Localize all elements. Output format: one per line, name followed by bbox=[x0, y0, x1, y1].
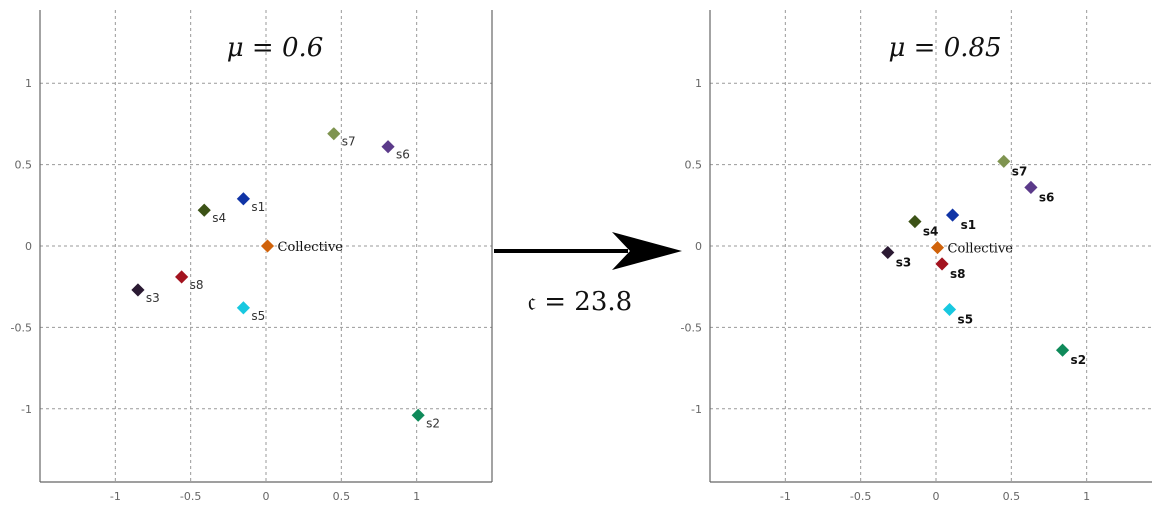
chart-title: μ = 0.6 bbox=[227, 33, 324, 63]
point-label-s8: s8 bbox=[190, 278, 204, 292]
data-point-s7 bbox=[996, 153, 1012, 169]
data-point-s4 bbox=[907, 214, 923, 230]
transition-label: 𝔠 = 23.8 bbox=[528, 287, 632, 317]
y-tick-label: 0 bbox=[25, 240, 32, 253]
y-tick-label: -1 bbox=[21, 403, 32, 416]
x-tick-label: 1 bbox=[1083, 490, 1090, 503]
point-label-s4: s4 bbox=[923, 225, 939, 239]
y-tick-label: 0.5 bbox=[15, 159, 33, 172]
scatter-panel-left: -1 -0.5 0 0.5 1 1 0.5 0 -0.5 -1 μ = 0.6 s1 s2 s3 s4 s5 s… bbox=[11, 10, 493, 503]
data-point-s5 bbox=[235, 300, 251, 316]
point-label-s5: s5 bbox=[958, 312, 974, 326]
x-tick-label: 0.5 bbox=[1003, 490, 1021, 503]
data-point-collective bbox=[260, 238, 275, 254]
y-tick-label: -0.5 bbox=[681, 321, 702, 334]
y-tick-label: -1 bbox=[691, 403, 702, 416]
data-point-s8 bbox=[934, 256, 950, 272]
transition-arrow bbox=[494, 232, 682, 270]
point-label-s1: s1 bbox=[961, 218, 977, 232]
x-tick-label: -1 bbox=[780, 490, 791, 503]
data-point-s2 bbox=[410, 407, 426, 423]
point-label-s6: s6 bbox=[396, 148, 410, 162]
data-point-s6 bbox=[1023, 179, 1039, 195]
data-point-s4 bbox=[196, 202, 212, 218]
data-point-s1 bbox=[945, 207, 960, 223]
x-tick-label: 0 bbox=[263, 490, 270, 503]
point-label-s7: s7 bbox=[342, 135, 356, 149]
point-label-s2: s2 bbox=[1071, 353, 1087, 367]
scatter-panel-right: -1 -0.5 0 0.5 1 1 0.5 0 -0.5 -1 μ = 0.85 s1 s2 s3 s4 s5… bbox=[681, 10, 1152, 503]
data-point-collective bbox=[930, 240, 945, 256]
y-tick-label: -0.5 bbox=[11, 321, 32, 334]
data-point-s2 bbox=[1055, 342, 1070, 358]
point-label-s6: s6 bbox=[1039, 190, 1055, 204]
point-label-s2: s2 bbox=[426, 416, 440, 430]
data-point-s3 bbox=[130, 282, 146, 298]
arrow-head bbox=[612, 232, 682, 270]
x-tick-label: 0 bbox=[933, 490, 940, 503]
data-point-s6 bbox=[380, 139, 396, 155]
point-label-s3: s3 bbox=[146, 291, 160, 305]
x-tick-label: -0.5 bbox=[180, 490, 201, 503]
point-label-s8: s8 bbox=[950, 267, 966, 281]
point-label-collective: Collective bbox=[948, 242, 1014, 257]
y-tick-label: 1 bbox=[25, 77, 32, 90]
point-label-s1: s1 bbox=[251, 200, 265, 214]
point-label-s3: s3 bbox=[896, 256, 912, 270]
point-label-s4: s4 bbox=[212, 211, 226, 225]
data-point-s5 bbox=[942, 302, 957, 317]
y-tick-label: 0 bbox=[695, 240, 702, 253]
chart-title: μ = 0.85 bbox=[888, 33, 1001, 63]
y-tick-label: 1 bbox=[695, 77, 702, 90]
x-tick-label: -1 bbox=[110, 490, 121, 503]
x-tick-label: 1 bbox=[413, 490, 420, 503]
data-point-s1 bbox=[235, 191, 251, 207]
data-point-s8 bbox=[174, 269, 190, 285]
point-label-s5: s5 bbox=[251, 309, 265, 323]
data-point-s7 bbox=[326, 126, 342, 142]
x-tick-label: 0.5 bbox=[333, 490, 351, 503]
x-tick-label: -0.5 bbox=[850, 490, 871, 503]
y-tick-label: 0.5 bbox=[685, 159, 703, 172]
point-label-s7: s7 bbox=[1012, 164, 1028, 178]
point-label-collective: Collective bbox=[278, 240, 344, 255]
data-point-s3 bbox=[880, 245, 896, 260]
